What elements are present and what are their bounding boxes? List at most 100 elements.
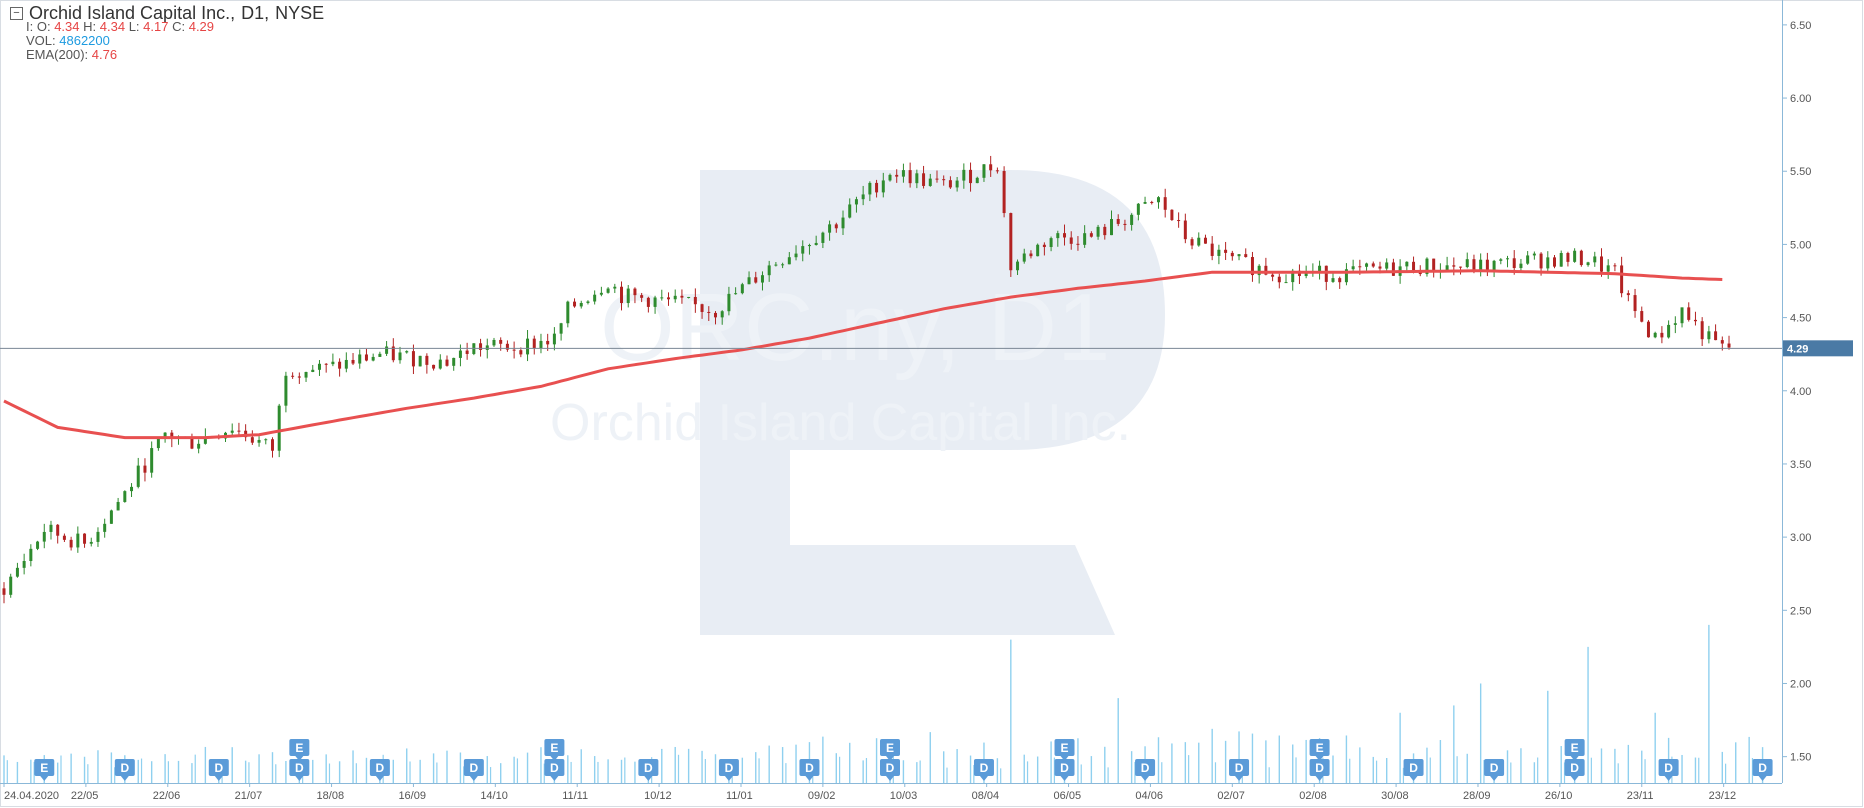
x-tick-label: 09/02 — [808, 790, 836, 802]
event-marker-label: E — [295, 741, 303, 755]
symbol-title: Orchid Island Capital Inc., — [29, 3, 236, 23]
candle-body — [948, 180, 952, 188]
candle-body — [767, 265, 771, 276]
candle-body — [1257, 265, 1261, 276]
candle-body — [861, 194, 865, 200]
candle-body — [727, 293, 731, 312]
dividend-marker[interactable]: D — [1054, 759, 1075, 781]
event-marker-pointer — [1141, 776, 1150, 781]
event-marker-pointer — [469, 776, 478, 781]
candle-body — [1203, 237, 1207, 244]
candle-body — [1499, 259, 1503, 261]
candle-body — [358, 354, 362, 364]
candle-body — [1673, 323, 1677, 325]
candle-body — [291, 375, 295, 377]
candle-body — [1613, 265, 1617, 267]
event-marker-pointer — [644, 776, 653, 781]
earnings-marker[interactable]: E — [544, 739, 565, 761]
candle-body — [1049, 238, 1053, 248]
dividend-marker[interactable]: D — [799, 759, 820, 781]
dividend-marker[interactable]: D — [1309, 759, 1330, 781]
candle-body — [935, 178, 939, 180]
dividend-marker[interactable]: D — [1135, 759, 1156, 781]
candle-body — [734, 293, 738, 295]
dividend-marker[interactable]: D — [544, 759, 565, 781]
candle-body — [83, 533, 87, 544]
candle-body — [794, 253, 798, 258]
event-marker-box — [114, 759, 135, 776]
y-tick-label: 5.50 — [1790, 166, 1811, 178]
candle-body — [754, 277, 758, 283]
chart-legend: − Orchid Island Capital Inc., D1, NYSE I… — [10, 3, 324, 62]
candle-body — [787, 257, 791, 265]
collapse-icon[interactable]: − — [10, 6, 23, 20]
earnings-marker[interactable]: E — [1309, 739, 1330, 761]
candle-body — [620, 286, 624, 304]
candle-body — [257, 439, 261, 443]
earnings-marker[interactable]: E — [880, 739, 900, 761]
dividend-marker[interactable]: D — [114, 759, 135, 781]
dividend-marker[interactable]: D — [1403, 759, 1424, 781]
dividend-marker[interactable]: D — [289, 759, 310, 781]
candle-body — [841, 217, 845, 229]
candle-body — [868, 182, 872, 195]
candle-body — [1016, 261, 1020, 271]
candle-body — [465, 350, 469, 354]
candle-body — [42, 531, 46, 542]
candle-body — [56, 524, 60, 536]
event-marker-pointer — [886, 776, 894, 781]
candle-body — [1459, 266, 1463, 268]
y-tick-label: 3.00 — [1790, 532, 1811, 544]
candle-body — [579, 302, 583, 307]
ema-label: EMA(200): — [26, 47, 89, 62]
event-marker-label: D — [550, 761, 559, 775]
candle-body — [1432, 258, 1436, 272]
earnings-marker[interactable]: E — [1564, 739, 1585, 761]
candle-body — [814, 242, 818, 245]
candle-body — [405, 351, 409, 353]
dividend-marker[interactable]: D — [1564, 759, 1585, 781]
candle-body — [1586, 262, 1590, 266]
dividend-marker[interactable]: D — [1752, 759, 1773, 781]
candle-body — [331, 361, 335, 365]
ema-value: 4.76 — [91, 47, 118, 62]
candle-body — [989, 164, 993, 171]
dividend-marker[interactable]: D — [718, 759, 739, 781]
earnings-marker[interactable]: E — [34, 759, 55, 781]
earnings-marker[interactable]: E — [1054, 739, 1075, 761]
dividend-marker[interactable]: D — [1229, 759, 1250, 781]
earnings-marker[interactable]: E — [289, 739, 310, 761]
candle-body — [1519, 263, 1523, 269]
candle-body — [1633, 295, 1637, 312]
candle-body — [1371, 263, 1375, 267]
event-marker-box — [1403, 759, 1424, 776]
event-marker-label: D — [1060, 761, 1069, 775]
candle-body — [1573, 250, 1577, 262]
candle-body — [1640, 311, 1644, 322]
dividend-marker[interactable]: D — [973, 759, 994, 781]
event-marker-label: D — [1141, 761, 1150, 775]
candle-body — [1324, 265, 1328, 282]
candle-body — [1660, 332, 1664, 338]
candle-body — [1626, 293, 1630, 296]
candle-body — [1230, 252, 1234, 257]
event-marker-box — [973, 759, 994, 776]
event-marker-box — [1564, 759, 1585, 776]
candle-body — [1217, 249, 1221, 256]
candle-body — [116, 501, 120, 511]
candle-body — [1579, 250, 1583, 266]
candle-body — [378, 353, 382, 357]
dividend-marker[interactable]: D — [208, 759, 229, 781]
candle-body — [1599, 256, 1603, 272]
dividend-marker[interactable]: D — [1484, 759, 1505, 781]
candle-body — [385, 346, 389, 354]
dividend-marker[interactable]: D — [1658, 759, 1679, 781]
candle-body — [955, 180, 959, 188]
candle-body — [1365, 263, 1369, 267]
dividend-marker[interactable]: D — [880, 759, 900, 781]
dividend-marker[interactable]: D — [463, 759, 484, 781]
dividend-marker[interactable]: D — [369, 759, 390, 781]
dividend-marker[interactable]: D — [638, 759, 659, 781]
